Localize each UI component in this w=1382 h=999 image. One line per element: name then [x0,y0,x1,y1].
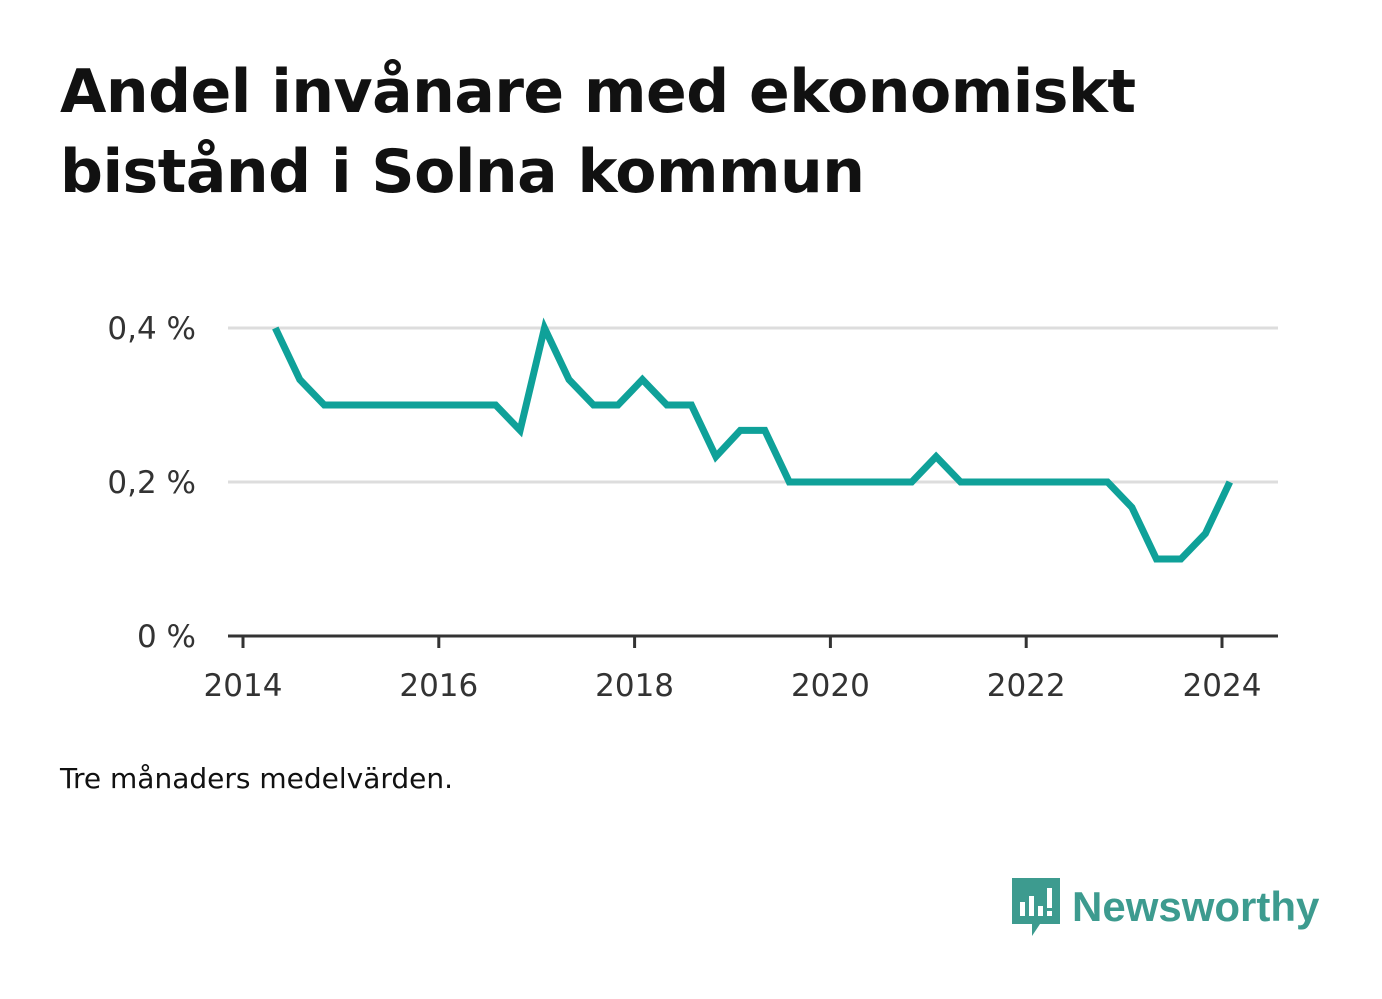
x-axis [228,634,1278,648]
y-axis-labels: 0 % 0,2 % 0,4 % [107,311,196,655]
brand-logo: Newsworthy [1010,876,1319,938]
x-axis-labels: 2014 2016 2018 2020 2022 2024 [204,668,1262,704]
x-tick-label: 2024 [1183,668,1262,704]
chart-note: Tre månaders medelvärden. [60,762,454,795]
x-tick-label: 2016 [399,668,478,704]
y-tick-label: 0,4 % [107,311,196,347]
chart-title: Andel invånare med ekonomiskt bistånd i … [60,57,1136,207]
series-line [272,317,1233,563]
newsworthy-logo-icon [1012,878,1060,936]
brand-name: Newsworthy [1072,883,1320,930]
series-layer [272,317,1233,563]
x-tick-label: 2020 [791,668,870,704]
y-tick-label: 0,2 % [107,465,196,501]
y-tick-label: 0 % [137,619,196,655]
x-tick-label: 2022 [987,668,1066,704]
x-tick-label: 2014 [204,668,283,704]
x-tick-label: 2018 [595,668,674,704]
